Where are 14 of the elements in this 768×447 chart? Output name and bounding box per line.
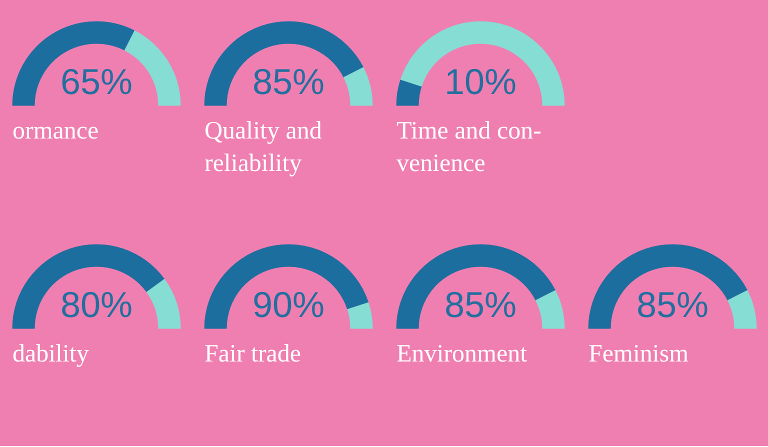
text: Feminism [588, 340, 690, 368]
text: ormance [12, 118, 99, 144]
text: 65% [60, 61, 133, 102]
text: Environment [396, 340, 528, 368]
text: Quality and reliability [204, 118, 322, 177]
text: 85% [444, 284, 517, 325]
text: Fair trade [204, 340, 301, 368]
text: 10% [444, 61, 517, 102]
text: 80% [60, 284, 133, 325]
text: 85% [636, 284, 709, 325]
text: Time and con- venience [396, 118, 542, 177]
text: 85% [252, 61, 325, 102]
text: 90% [252, 284, 325, 325]
text: dability [12, 340, 90, 368]
